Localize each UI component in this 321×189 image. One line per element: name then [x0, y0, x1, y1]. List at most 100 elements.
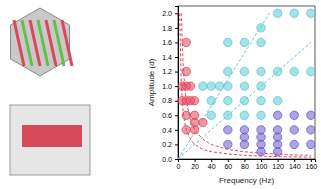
chart: 0 20 40 60 80 100 120 140 160 0.0 0.2 0.4 0.6 0.8 1.0 1… — [0, 0, 321, 189]
x-tick-label: 140 — [289, 163, 301, 170]
x-tick-label: 80 — [241, 163, 249, 170]
y-tick-mark — [175, 115, 178, 116]
point — [290, 111, 298, 119]
fit-line — [180, 13, 311, 157]
point — [273, 97, 281, 105]
x-tick-label: 120 — [272, 163, 284, 170]
y-tick: 0.6 — [162, 112, 178, 119]
x-tick: 100 — [256, 159, 268, 170]
x-tick: 60 — [224, 159, 232, 170]
y-tick-mark — [175, 57, 178, 58]
y-tick: 1.8 — [162, 25, 178, 32]
x-tick: 120 — [272, 159, 284, 170]
y-tick-label: 0.4 — [162, 127, 172, 134]
point — [186, 82, 194, 90]
point — [273, 148, 281, 156]
y-tick: 1.6 — [162, 39, 178, 46]
point — [240, 38, 248, 46]
y-tick: 0.4 — [162, 127, 178, 134]
x-tick-mark — [261, 159, 262, 162]
point — [224, 126, 232, 134]
point — [240, 111, 248, 119]
y-tick-label: 1.2 — [162, 68, 172, 75]
x-tick: 20 — [191, 159, 199, 170]
x-tick: 40 — [208, 159, 216, 170]
y-tick-mark — [175, 28, 178, 29]
x-tick: 140 — [289, 159, 301, 170]
x-tick-mark — [311, 159, 312, 162]
y-tick-mark — [175, 130, 178, 131]
stripe — [62, 20, 72, 66]
point — [199, 82, 207, 90]
point — [224, 140, 232, 148]
y-axis-title: Amplitude (d) — [147, 58, 156, 106]
y-tick-mark — [175, 159, 178, 160]
point — [290, 126, 298, 134]
y-tick: 1.0 — [162, 83, 178, 90]
x-axis-title: Frequency (Hz) — [219, 176, 274, 185]
point — [207, 82, 215, 90]
y-tick-label: 0.0 — [162, 156, 172, 163]
point — [190, 126, 198, 134]
point — [240, 82, 248, 90]
point — [224, 38, 232, 46]
y-tick-label: 0.8 — [162, 97, 172, 104]
y-tick-mark — [175, 13, 178, 14]
y-tick-label: 0.6 — [162, 112, 172, 119]
fit-line — [181, 13, 311, 155]
y-tick-mark — [175, 86, 178, 87]
point — [224, 67, 232, 75]
x-tick-label: 20 — [191, 163, 199, 170]
y-axis: 0.0 0.2 0.4 0.6 0.8 1.0 1.2 1.4 1.6 1.8 2.0 — [162, 7, 178, 163]
point — [199, 118, 207, 126]
x-tick: 80 — [241, 159, 249, 170]
x-tick-mark — [278, 159, 279, 162]
plot-frame — [178, 6, 315, 159]
x-tick-mark — [244, 159, 245, 162]
point — [190, 97, 198, 105]
y-tick-label: 1.0 — [162, 83, 172, 90]
x-axis-line — [179, 160, 316, 163]
y-tick: 0.2 — [162, 141, 178, 148]
illustration — [10, 8, 90, 175]
x-tick-label: 160 — [306, 163, 318, 170]
x-tick: 160 — [306, 159, 318, 170]
x-tick-label: 0 — [177, 163, 181, 170]
y-tick-mark — [175, 144, 178, 145]
point — [273, 111, 281, 119]
y-tick-label: 1.4 — [162, 54, 172, 61]
point — [224, 111, 232, 119]
x-tick-label: 100 — [256, 163, 268, 170]
point — [257, 148, 265, 156]
point — [307, 126, 315, 134]
y-tick-label: 1.8 — [162, 25, 172, 32]
point — [207, 111, 215, 119]
plot-area — [178, 9, 315, 159]
point — [182, 67, 190, 75]
point — [240, 67, 248, 75]
x-tick-mark — [195, 159, 196, 162]
x-tick-mark — [228, 159, 229, 162]
point — [224, 82, 232, 90]
point — [290, 140, 298, 148]
y-tick: 1.4 — [162, 54, 178, 61]
x-tick-mark — [294, 159, 295, 162]
point — [257, 97, 265, 105]
point — [182, 111, 190, 119]
y-tick: 0.8 — [162, 97, 178, 104]
point — [307, 111, 315, 119]
y-tick-label: 0.2 — [162, 141, 172, 148]
x-tick-mark — [211, 159, 212, 162]
point — [290, 9, 298, 17]
point — [307, 9, 315, 17]
x-tick-label: 60 — [224, 163, 232, 170]
x-tick-label: 40 — [208, 163, 216, 170]
y-tick-label: 1.6 — [162, 39, 172, 46]
point — [240, 97, 248, 105]
point — [182, 126, 190, 134]
point — [257, 67, 265, 75]
point — [273, 67, 281, 75]
point — [215, 82, 223, 90]
y-tick-label: 2.0 — [162, 10, 172, 17]
point — [273, 9, 281, 17]
